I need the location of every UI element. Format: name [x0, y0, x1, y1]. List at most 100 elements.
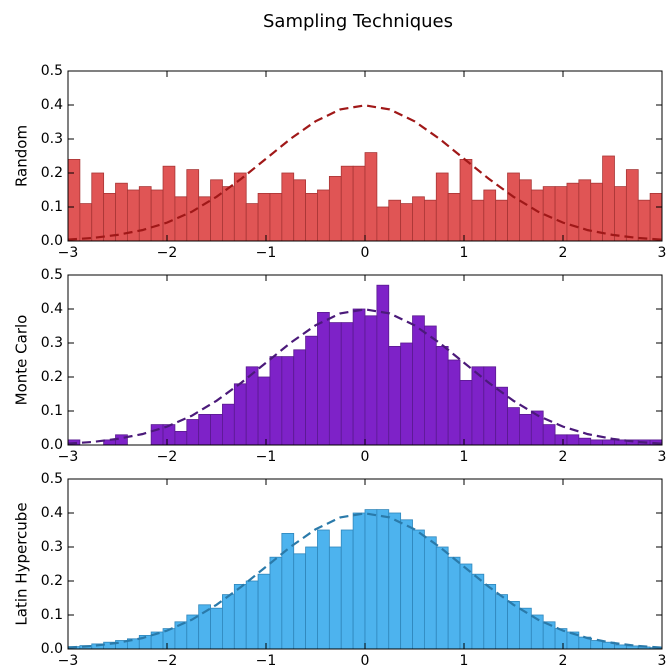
y-tick-label: 0.1 [41, 199, 63, 215]
bar [233, 584, 247, 650]
x-tick-label: 0 [361, 449, 370, 465]
bar [412, 315, 425, 446]
bar [364, 315, 378, 446]
density-curve [67, 512, 663, 649]
y-tick-label: 0.5 [41, 63, 63, 79]
y-tick-label: 0.1 [41, 403, 63, 419]
x-tick-label: −3 [58, 449, 79, 465]
y-tick-label: 0.3 [41, 539, 63, 555]
bar [423, 325, 437, 446]
bar [412, 529, 425, 650]
bar [388, 512, 402, 650]
y-tick-label: 0.2 [41, 369, 63, 385]
bar [519, 607, 532, 650]
bar [340, 529, 354, 650]
bar [210, 179, 223, 242]
bar [637, 199, 651, 242]
x-tick-label: 2 [559, 653, 568, 669]
bar [578, 437, 592, 446]
bar [186, 169, 200, 242]
bar [483, 366, 497, 446]
bar [578, 179, 592, 242]
y-tick-label: 0.2 [41, 165, 63, 181]
bar [388, 345, 402, 446]
x-tick-label: 1 [460, 245, 469, 261]
bar [400, 203, 413, 242]
bar [459, 379, 473, 446]
bar [590, 439, 603, 446]
bar [150, 189, 164, 242]
bar [459, 563, 473, 650]
bar [210, 413, 223, 446]
bar [352, 308, 366, 446]
y-axis-label: Latin Hypercube [13, 502, 31, 625]
bar [317, 529, 330, 650]
bar [447, 556, 461, 650]
x-tick-label: 1 [460, 449, 469, 465]
bar [91, 172, 105, 242]
bar [150, 424, 164, 446]
bar [340, 165, 354, 242]
bar [317, 189, 330, 242]
bar [471, 573, 485, 650]
bar [352, 512, 366, 650]
bar [257, 376, 271, 446]
bar [317, 311, 330, 446]
bar [79, 203, 93, 242]
x-tick-label: −1 [256, 449, 277, 465]
y-tick-label: 0.4 [41, 301, 63, 317]
bar [376, 284, 390, 446]
bar [328, 175, 342, 242]
bar [435, 345, 449, 446]
bar [435, 172, 449, 242]
x-tick-label: 3 [658, 449, 667, 465]
bar [447, 192, 461, 242]
bar [222, 594, 235, 650]
bar [519, 179, 532, 242]
bar [293, 349, 307, 446]
bar [412, 196, 425, 242]
bar [257, 573, 271, 650]
bar [566, 434, 580, 446]
x-tick-label: −2 [157, 449, 178, 465]
bar [590, 640, 603, 650]
bar [435, 546, 449, 650]
x-tick-label: 2 [559, 449, 568, 465]
x-tick-label: −2 [157, 245, 178, 261]
bar [198, 413, 211, 446]
bar [328, 546, 342, 650]
bar [103, 439, 116, 446]
bar [602, 439, 615, 446]
bar [210, 607, 223, 650]
bar [305, 335, 318, 446]
bar [625, 169, 639, 242]
bar [269, 556, 283, 650]
bar [245, 203, 259, 242]
bar [507, 407, 520, 446]
bar [471, 199, 485, 242]
bar [602, 155, 615, 242]
bar [103, 192, 116, 242]
bar [222, 403, 235, 446]
y-tick-label: 0.1 [41, 607, 63, 623]
bar [138, 186, 152, 242]
bar [554, 434, 568, 446]
bar [245, 580, 259, 650]
bar [174, 430, 188, 446]
bar [423, 199, 437, 242]
bar [447, 359, 461, 446]
bar [364, 509, 378, 650]
y-tick-label: 0.4 [41, 97, 63, 113]
bar [269, 192, 283, 242]
bar [233, 383, 247, 446]
x-tick-label: 3 [658, 245, 667, 261]
bar [495, 594, 508, 650]
y-tick-label: 0.3 [41, 335, 63, 351]
density-curve [67, 308, 663, 445]
bar [352, 165, 366, 242]
bar [293, 553, 307, 650]
bar [364, 152, 378, 242]
bar [400, 342, 413, 446]
bar [186, 419, 200, 446]
